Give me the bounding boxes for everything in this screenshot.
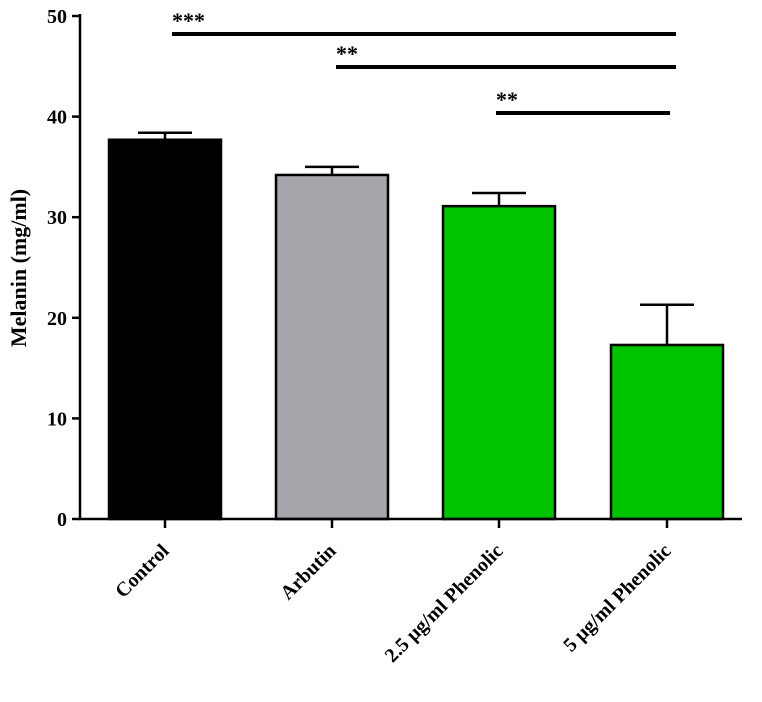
x-ticks: Control Arbutin 2.5 μg/ml Phenolic 5 μg/ml …	[111, 519, 676, 667]
y-tick-label: 30	[47, 207, 67, 229]
y-tick-label: 50	[47, 6, 67, 28]
bar	[609, 343, 725, 521]
bar	[441, 204, 557, 521]
bar	[107, 138, 223, 521]
y-axis-label: Melanin (mg/ml)	[6, 189, 31, 347]
x-tick-label: 2.5 μg/ml Phenolic	[381, 540, 508, 667]
x-tick-label: Control	[111, 540, 174, 603]
y-ticks: 0 10 20 30 40 50	[47, 6, 80, 531]
x-tick-label: Arbutin	[276, 540, 340, 604]
y-tick-label: 40	[47, 107, 67, 129]
significance-label: ***	[172, 8, 205, 33]
significance-label: **	[336, 41, 358, 66]
axes	[78, 14, 742, 521]
y-tick-label: 20	[47, 308, 67, 330]
bars	[107, 131, 725, 521]
significance-annotations: *******	[172, 8, 676, 115]
x-tick-label: 5 μg/ml Phenolic	[559, 540, 675, 656]
significance-label: **	[496, 87, 518, 112]
bar	[274, 173, 390, 521]
y-tick-label: 10	[47, 408, 67, 430]
y-tick-label: 0	[57, 509, 67, 531]
